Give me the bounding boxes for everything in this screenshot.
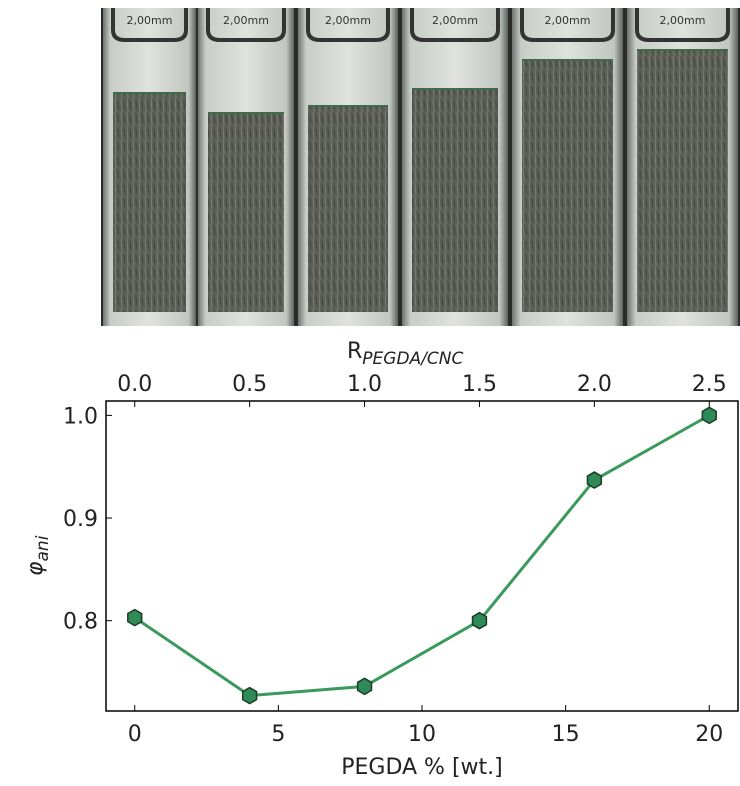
x2-tick-label: 2.5 [692, 372, 727, 397]
vial-contents [522, 60, 613, 312]
vial-contents [637, 50, 728, 312]
vial-label: 2,00mm [660, 14, 706, 27]
x2-axis-label: RPEGDA/CNC [347, 339, 463, 369]
x2-axis-label-sub: PEGDA/CNC [362, 349, 463, 369]
data-point [241, 686, 258, 705]
x2-axis-label-main: R [347, 339, 362, 364]
x2-tick-label: 0.0 [117, 372, 152, 397]
vial-neck [206, 8, 286, 42]
x2-tick-label: 1.5 [462, 372, 497, 397]
y-axis-label-main: φ [23, 561, 48, 576]
x-tick-label: 5 [271, 722, 285, 747]
vial-label: 2,00mm [325, 14, 371, 27]
data-point [356, 677, 373, 696]
vial-neck [111, 8, 188, 42]
series-line [133, 414, 711, 698]
x-tick-label: 15 [552, 722, 580, 747]
vial-contents [308, 106, 388, 312]
vial-label: 2,00mm [223, 14, 269, 27]
vial-label: 2,00mm [432, 14, 478, 27]
vial-photo: 2,00mm 2,00mm 2,00mm 2,00mm 2,00mm 2,00mm [101, 8, 740, 326]
data-point [586, 471, 603, 489]
y-axis-label-sub: ani [33, 535, 53, 561]
vial-neck [635, 8, 730, 42]
vial-neck [520, 8, 615, 42]
y-tick-label: 0.8 [63, 610, 98, 635]
x-tick-label: 20 [695, 722, 723, 747]
x-tick-label: 10 [408, 722, 436, 747]
y-tick-label: 0.9 [63, 507, 98, 532]
x2-tick-label: 1.0 [347, 372, 382, 397]
y-axis-label: φani [23, 535, 53, 576]
vial-contents [412, 89, 498, 312]
plot: 0 5 10 15 20 0.0 0.5 1.0 1.5 2.0 2.5 0.8 0.9 1.0 PEGDA… [23, 339, 739, 780]
vial-contents [208, 113, 284, 312]
x-tick-label: 0 [128, 722, 142, 747]
plot-frame [105, 400, 739, 712]
data-point [471, 611, 488, 630]
x-axis-label: PEGDA % [wt.] [341, 755, 503, 780]
vial-contents [113, 93, 186, 312]
vial-label: 2,00mm [545, 14, 591, 27]
y-tick-label: 1.0 [63, 404, 98, 429]
data-point [127, 608, 143, 627]
vial-neck [306, 8, 390, 42]
x2-tick-label: 0.5 [232, 372, 267, 397]
x2-tick-label: 2.0 [577, 372, 612, 397]
vial-neck [410, 8, 500, 42]
data-point [701, 406, 717, 425]
vial-label: 2,00mm [127, 14, 173, 27]
